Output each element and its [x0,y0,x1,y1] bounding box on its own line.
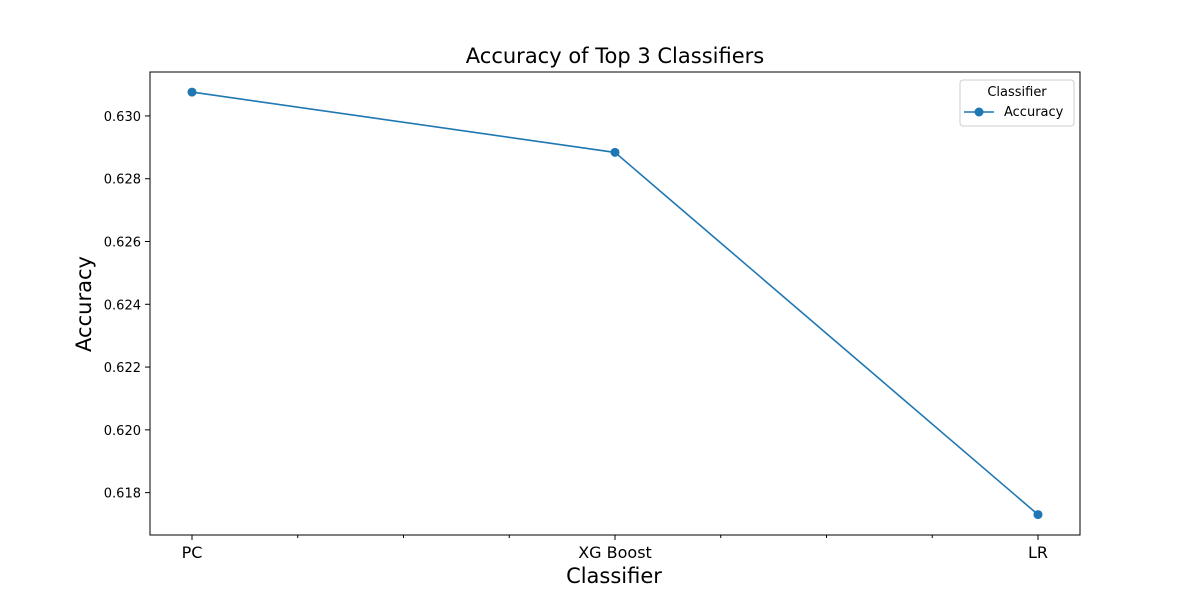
legend-entry-accuracy: Accuracy [1004,105,1064,120]
plot-frame [149,71,1081,536]
x-tick-label: XG Boost [578,543,652,562]
data-point [610,147,620,157]
y-tick-label: 0.618 [104,487,141,502]
y-axis-label: Accuracy [72,256,96,352]
x-tick-label: PC [182,543,203,562]
x-axis-label: Classifier [566,564,662,588]
legend: Classifier Accuracy [959,79,1075,127]
series-layer [187,87,1043,520]
y-tick-label: 0.630 [104,110,141,125]
legend-title: Classifier [987,85,1047,100]
y-tick-label: 0.624 [104,298,141,313]
legend-marker-swatch [974,107,984,117]
chart-title: Accuracy of Top 3 Classifiers [466,44,764,68]
data-point [1033,510,1043,520]
y-tick-label: 0.622 [104,361,141,376]
data-point [187,87,197,97]
x-axis-ticks: PC XG Boost LR [182,535,1048,562]
y-axis-ticks: 0.618 0.620 0.622 0.624 0.626 0.628 0.630 [104,110,150,502]
y-tick-label: 0.628 [104,173,141,188]
y-tick-label: 0.626 [104,236,141,251]
x-tick-label: LR [1028,543,1048,562]
legend-frame [959,79,1075,127]
y-tick-label: 0.620 [104,424,141,439]
